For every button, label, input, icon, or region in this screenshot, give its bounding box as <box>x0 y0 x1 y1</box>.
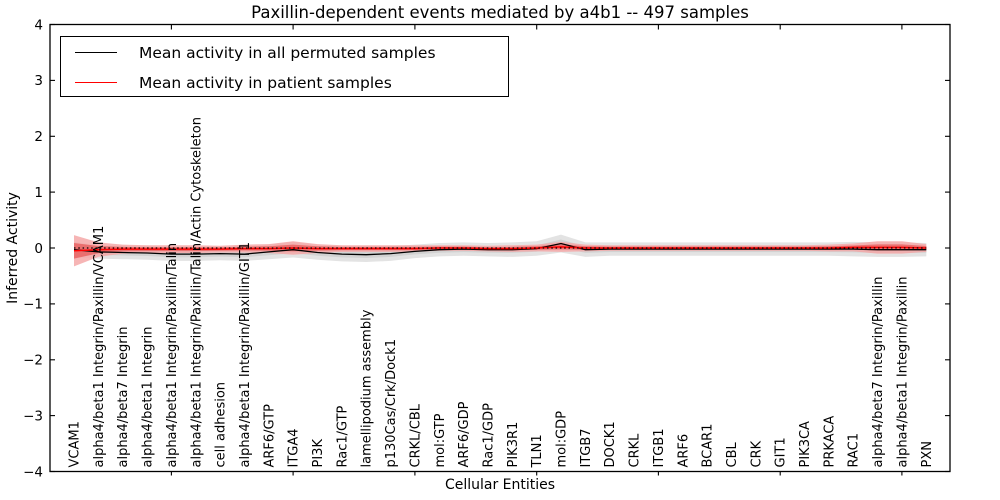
permuted-line-swatch <box>75 52 117 53</box>
x-tick-label: lamellipodium assembly <box>360 309 375 467</box>
x-tick-label: Rac1/GTP <box>335 405 350 467</box>
x-tick-label: mol:GDP <box>555 411 570 468</box>
patient-band-outer <box>74 235 927 267</box>
x-tick-label: Rac1/GDP <box>481 403 496 468</box>
x-tick-label: CBL <box>725 442 740 468</box>
x-tick-label: ARF6/GDP <box>457 401 472 467</box>
y-tick-label: 0 <box>34 241 43 257</box>
y-tick-label: −3 <box>23 408 43 424</box>
x-tick-label: PIK3R1 <box>506 422 521 468</box>
legend-label-permuted: Mean activity in all permuted samples <box>139 43 436 62</box>
x-tick-label: PXN <box>920 441 935 467</box>
x-tick-label: CRKL/CBL <box>408 403 423 467</box>
x-tick-label: alpha4/beta7 Integrin/Paxillin <box>871 276 886 467</box>
y-tick-label: −4 <box>23 464 43 480</box>
y-tick-label: 3 <box>34 73 43 89</box>
y-axis-title: Inferred Activity <box>5 192 21 304</box>
x-tick-label: CRKL <box>628 433 643 468</box>
x-tick-label: CRK <box>749 440 764 467</box>
x-tick-label: alpha4/beta1 Integrin/Paxillin/VCAM1 <box>92 226 107 468</box>
x-tick-label: ITGB7 <box>579 428 594 467</box>
x-tick-label: alpha4/beta1 Integrin/Paxillin/Talin/Act… <box>189 117 204 467</box>
x-tick-label: PI3K <box>311 439 326 468</box>
x-tick-label: DOCK1 <box>603 421 618 467</box>
x-tick-label: alpha4/beta1 Integrin/Paxillin/Talin <box>165 243 180 468</box>
patient-band-inner <box>74 243 927 259</box>
legend-item-patient: Mean activity in patient samples <box>61 68 508 97</box>
x-tick-label: alpha4/beta1 Integrin <box>141 326 156 467</box>
x-tick-label: cell adhesion <box>214 382 229 468</box>
x-tick-label: RAC1 <box>847 433 862 468</box>
x-tick-label: p130Cas/Crk/Dock1 <box>384 339 399 468</box>
x-tick-label: GIT1 <box>774 437 789 467</box>
x-tick-label: PRKACA <box>822 416 837 468</box>
x-tick-label: mol:GTP <box>433 413 448 467</box>
x-tick-label: PIK3CA <box>798 421 813 468</box>
y-tick-label: −1 <box>23 297 43 313</box>
chart-title: Paxillin-dependent events mediated by a4… <box>251 3 749 22</box>
permuted-mean-line <box>73 242 927 256</box>
x-tick-label: ITGA4 <box>287 428 302 467</box>
y-tick-label: 2 <box>34 129 43 145</box>
x-tick-label: VCAM1 <box>68 421 83 467</box>
y-tick-label: 1 <box>34 185 43 201</box>
legend-item-permuted: Mean activity in all permuted samples <box>61 38 508 67</box>
x-tick-label: TLN1 <box>530 434 545 468</box>
legend: Mean activity in all permuted samples Me… <box>60 36 509 97</box>
x-axis-title: Cellular Entities <box>444 477 556 493</box>
x-tick-label: ITGB1 <box>652 428 667 467</box>
patient-line-swatch <box>75 82 117 83</box>
x-tick-label: alpha4/beta7 Integrin <box>116 326 131 467</box>
y-tick-label: −2 <box>23 353 43 369</box>
legend-label-patient: Mean activity in patient samples <box>139 73 392 92</box>
y-tick-label: 4 <box>34 17 43 33</box>
x-tick-label: BCAR1 <box>701 424 716 468</box>
x-tick-label: alpha4/beta1 Integrin/Paxillin/GIT1 <box>238 242 253 468</box>
x-tick-label: alpha4/beta1 Integrin/Paxillin <box>895 276 910 467</box>
x-tick-label: ARF6/GTP <box>262 404 277 468</box>
x-tick-label: ARF6 <box>676 434 691 468</box>
